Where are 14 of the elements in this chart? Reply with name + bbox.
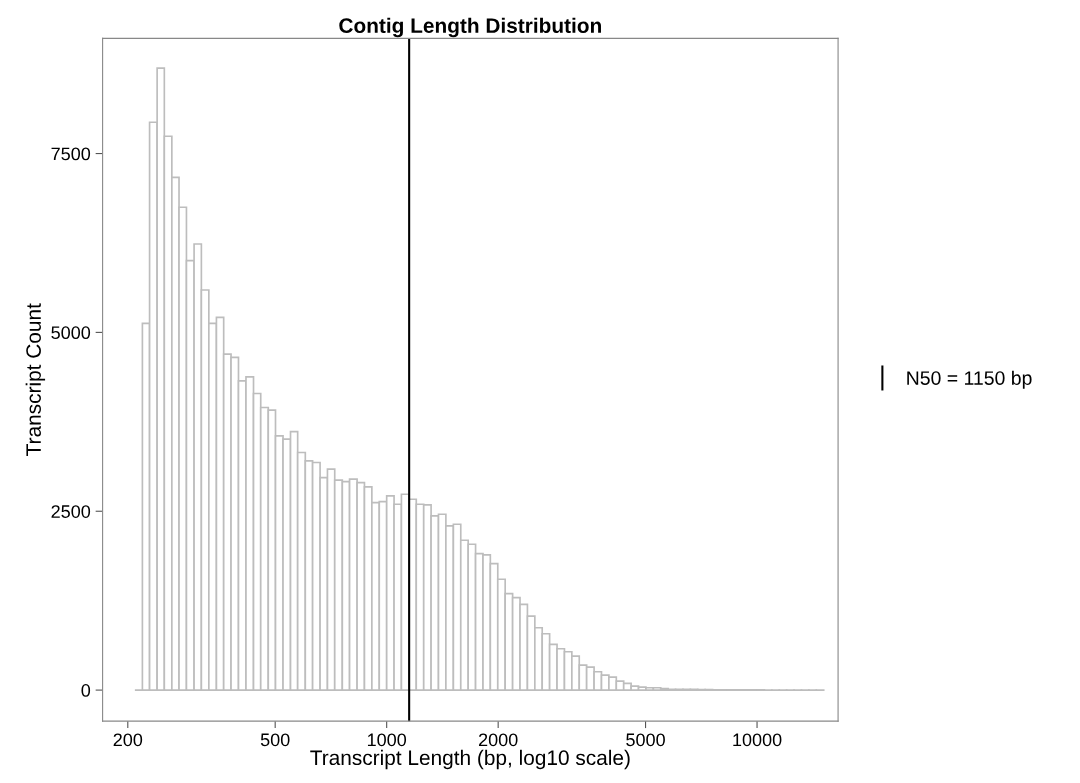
x-tick-label: 500 <box>260 733 290 747</box>
x-tick-label: 10000 <box>733 733 782 747</box>
x-tick-label: 1000 <box>367 733 407 747</box>
x-axis-title: Transcript Length (bp, log10 scale) <box>310 749 630 770</box>
y-tick-label: 0 <box>81 684 91 697</box>
y-tick-label: 5000 <box>51 326 91 340</box>
y-tick-label: 7500 <box>51 147 91 161</box>
y-axis-title: Transcript Count <box>25 303 46 456</box>
ref-line-label: N50 = 1150 bp <box>907 370 1032 389</box>
x-tick-label: 5000 <box>626 733 665 747</box>
x-tick-label: 200 <box>113 733 143 747</box>
x-tick-label: 2000 <box>478 733 518 747</box>
chart-title: Contig Length Distribution <box>339 17 601 38</box>
y-tick-label: 2500 <box>51 505 91 518</box>
